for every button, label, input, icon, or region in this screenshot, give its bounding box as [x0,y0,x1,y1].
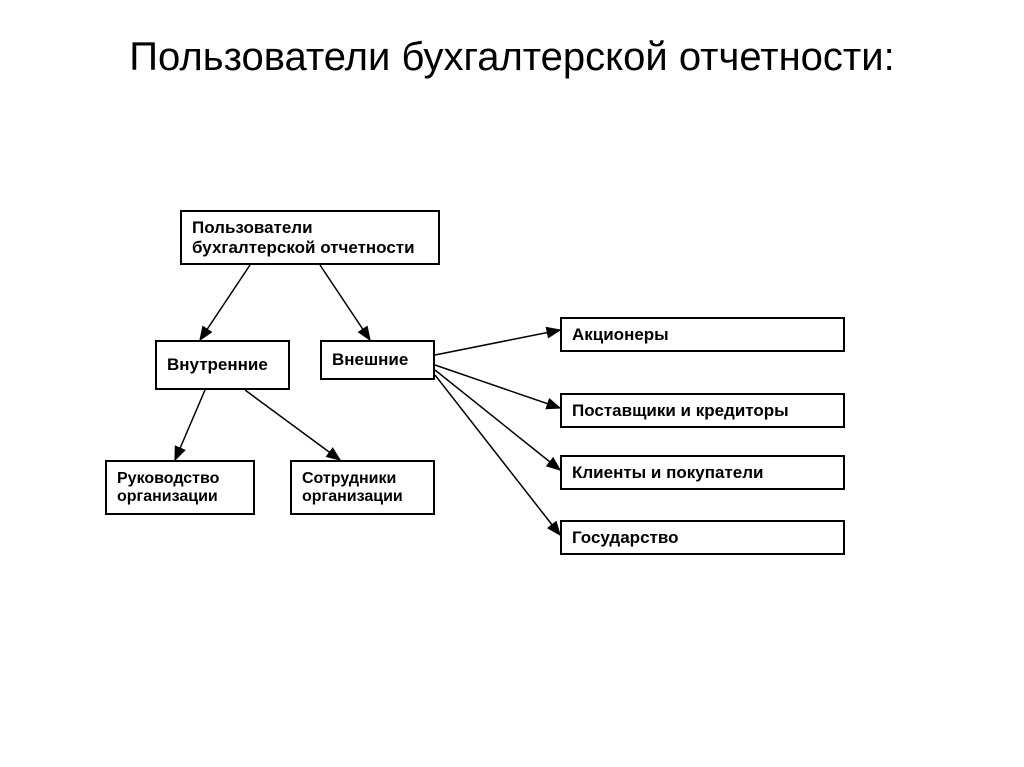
edge-internal-employees [245,390,340,460]
edge-external-shareholders [435,330,560,355]
node-shareholders: Акционеры [560,317,845,352]
node-root: Пользователи бухгалтерской отчетности [180,210,440,265]
node-internal: Внутренние [155,340,290,390]
edge-root-external [320,265,370,340]
diagram-svg [0,0,1024,767]
node-employees: Сотрудники организации [290,460,435,515]
node-management: Руководство организации [105,460,255,515]
node-state: Государство [560,520,845,555]
edge-internal-management [175,390,205,460]
node-external: Внешние [320,340,435,380]
edge-root-internal [200,265,250,340]
node-suppliers: Поставщики и кредиторы [560,393,845,428]
edge-external-suppliers [435,365,560,408]
node-clients: Клиенты и покупатели [560,455,845,490]
